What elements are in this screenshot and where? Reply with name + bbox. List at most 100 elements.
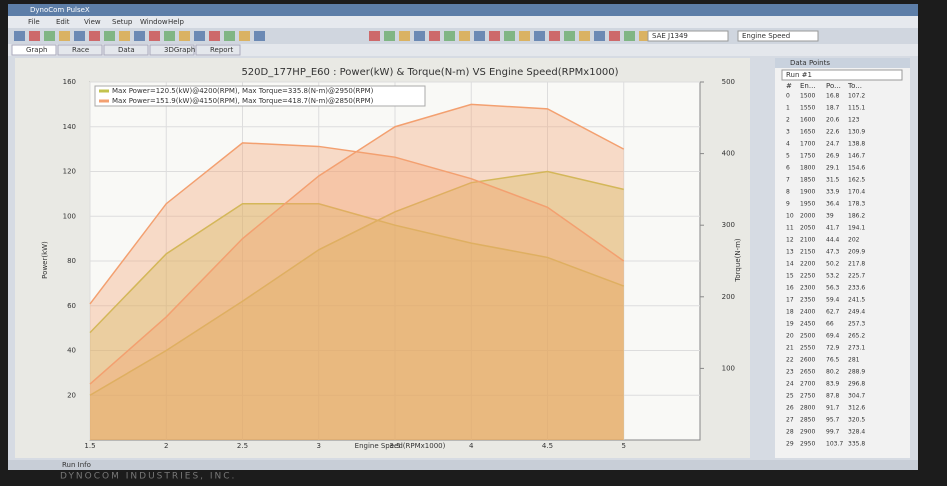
table-cell: 1700	[800, 141, 815, 148]
x-axis-label: Engine Speed(RPMx1000)	[355, 442, 446, 450]
menu-item[interactable]: View	[84, 18, 101, 26]
tab[interactable]	[149, 44, 195, 56]
tab[interactable]	[11, 44, 57, 56]
toolbar-button[interactable]	[44, 31, 55, 41]
dropdown[interactable]	[737, 30, 819, 42]
toolbar-button[interactable]	[104, 31, 115, 41]
toolbar-button[interactable]	[609, 31, 620, 41]
table-cell: 26	[786, 405, 794, 412]
table-cell: 17	[786, 297, 794, 304]
toolbar-button[interactable]	[459, 31, 470, 41]
toolbar-button[interactable]	[179, 31, 190, 41]
y-tick-label: 160	[63, 78, 76, 86]
toolbar-button[interactable]	[399, 31, 410, 41]
toolbar-button[interactable]	[564, 31, 575, 41]
toolbar-button[interactable]	[239, 31, 250, 41]
table-cell: 170.4	[848, 189, 865, 196]
tab[interactable]	[57, 44, 103, 56]
toolbar-button[interactable]	[254, 31, 265, 41]
table-cell: 10	[786, 213, 794, 220]
toolbar-button[interactable]	[14, 31, 25, 41]
y-tick-label: 60	[67, 302, 76, 310]
table-cell: 4	[786, 141, 790, 148]
toolbar-button[interactable]	[579, 31, 590, 41]
toolbar-button[interactable]	[474, 31, 485, 41]
toolbar-button[interactable]	[594, 31, 605, 41]
table-cell: 6	[786, 165, 790, 172]
table-cell: 80.2	[826, 369, 840, 376]
toolbar-button[interactable]	[519, 31, 530, 41]
table-cell: 0	[786, 93, 790, 100]
toolbar-button[interactable]	[29, 31, 40, 41]
table-cell: 36.4	[826, 201, 840, 208]
toolbar-button[interactable]	[504, 31, 515, 41]
area-fill	[90, 104, 624, 440]
table-cell: 2450	[800, 321, 815, 328]
menu-item[interactable]: Setup	[112, 18, 133, 26]
toolbar-button[interactable]	[119, 31, 130, 41]
data-panel	[775, 58, 910, 458]
toolbar-button[interactable]	[74, 31, 85, 41]
toolbar-button[interactable]	[639, 31, 650, 41]
data-panel-title: Data Points	[790, 59, 830, 67]
toolbar-button[interactable]	[369, 31, 380, 41]
menu-item[interactable]: File	[28, 18, 40, 26]
toolbar-button[interactable]	[164, 31, 175, 41]
table-cell: 328.4	[848, 429, 865, 436]
x-tick-label: 4.5	[542, 442, 553, 450]
toolbar-button[interactable]	[59, 31, 70, 41]
table-cell: 1550	[800, 105, 815, 112]
toolbar-button[interactable]	[549, 31, 560, 41]
tab[interactable]	[195, 44, 241, 56]
table-cell: 24	[786, 381, 794, 388]
y2-tick-label: 500	[722, 78, 735, 86]
table-cell: 335.8	[848, 441, 865, 448]
run-select[interactable]	[781, 69, 903, 81]
x-tick-label: 5	[622, 442, 626, 450]
table-cell: 44.4	[826, 237, 840, 244]
toolbar-button[interactable]	[149, 31, 160, 41]
tab-label: Data	[118, 46, 135, 54]
table-cell: 18	[786, 309, 794, 316]
toolbar-button[interactable]	[489, 31, 500, 41]
table-cell: 2600	[800, 357, 815, 364]
toolbar-button[interactable]	[134, 31, 145, 41]
menu-item[interactable]: Window	[140, 18, 168, 26]
table-cell: 62.7	[826, 309, 840, 316]
x-tick-label: 3	[317, 442, 321, 450]
table-cell: 2350	[800, 297, 815, 304]
table-cell: 5	[786, 153, 790, 160]
x-tick-label: 2	[164, 442, 168, 450]
table-cell: 225.7	[848, 273, 865, 280]
table-cell: 28	[786, 429, 794, 436]
table-cell: 31.5	[826, 177, 840, 184]
toolbar-button[interactable]	[224, 31, 235, 41]
power-line	[89, 170, 624, 396]
toolbar-button[interactable]	[89, 31, 100, 41]
toolbar-button[interactable]	[194, 31, 205, 41]
table-cell: 91.7	[826, 405, 840, 412]
toolbar-button[interactable]	[444, 31, 455, 41]
menu-item[interactable]: Help	[168, 18, 185, 26]
toolbar-button[interactable]	[429, 31, 440, 41]
toolbar-button[interactable]	[209, 31, 220, 41]
table-cell: 69.4	[826, 333, 840, 340]
toolbar-button[interactable]	[624, 31, 635, 41]
table-cell: 20	[786, 333, 794, 340]
y2-axis-label: Torque(N-m)	[734, 238, 742, 283]
dropdown[interactable]	[647, 30, 729, 42]
table-cell: 13	[786, 249, 794, 256]
table-cell: 2200	[800, 261, 815, 268]
toolbar-button[interactable]	[414, 31, 425, 41]
table-cell: 29	[786, 441, 794, 448]
table-cell: 2900	[800, 429, 815, 436]
toolbar-button[interactable]	[384, 31, 395, 41]
tab[interactable]	[103, 44, 149, 56]
torque-line	[89, 142, 625, 305]
table-cell: 2000	[800, 213, 815, 220]
menu-item[interactable]: Edit	[56, 18, 70, 26]
toolbar-button[interactable]	[534, 31, 545, 41]
table-cell: 123	[848, 117, 860, 124]
